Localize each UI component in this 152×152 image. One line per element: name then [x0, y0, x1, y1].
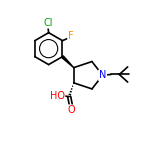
- Text: N: N: [99, 70, 106, 80]
- Text: F: F: [68, 31, 74, 41]
- Text: O: O: [68, 105, 75, 115]
- Polygon shape: [62, 56, 74, 68]
- Text: HO: HO: [50, 91, 64, 101]
- Text: Cl: Cl: [43, 18, 53, 28]
